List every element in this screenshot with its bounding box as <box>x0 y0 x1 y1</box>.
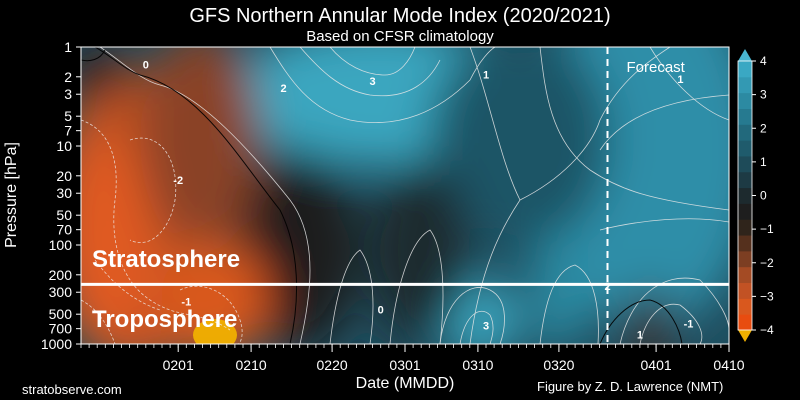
colorbar-tick-label: 0 <box>760 189 767 203</box>
y-tick-label: 70 <box>56 222 72 238</box>
colorbar-tick-label: 2 <box>760 121 767 135</box>
contour-label: 3 <box>370 76 376 88</box>
y-tick-label: 3 <box>64 86 72 102</box>
y-tick-label: 50 <box>56 207 72 223</box>
colorbar-min-extend <box>738 330 752 342</box>
contour-label: 2 <box>280 83 286 95</box>
troposphere-label: Troposphere <box>92 306 237 333</box>
y-axis-label: Pressure [hPa] <box>3 142 20 248</box>
x-axis: 0201 0210 0220 0301 0310 0320 0401 0410 <box>80 344 745 373</box>
colorbar-tick-label: −3 <box>760 289 774 303</box>
x-tick-label: 0401 <box>641 357 672 373</box>
zero-contours <box>81 47 683 344</box>
colorbar-segment <box>738 219 752 236</box>
y-tick-label: 7 <box>64 123 72 139</box>
colorbar-tick-label: −1 <box>760 222 774 236</box>
colorbar-segment <box>738 155 752 173</box>
colorbar-segment <box>738 76 752 94</box>
colorbar-segment <box>738 314 752 331</box>
colorbar-segment <box>738 298 752 315</box>
contour-label: 1 <box>677 74 683 86</box>
colorbar-segment <box>738 171 752 189</box>
x-tick-label: 0301 <box>389 357 420 373</box>
negative-contours <box>81 119 243 344</box>
colorbar-tick-label: 4 <box>760 54 767 68</box>
x-tick-label: 0220 <box>317 357 348 373</box>
forecast-label: Forecast <box>627 59 686 76</box>
colorbar-tick-label: 3 <box>760 88 767 102</box>
footer-credit: Figure by Z. D. Lawrence (NMT) <box>537 379 723 394</box>
colorbar-segment <box>738 124 752 141</box>
colorbar-segment <box>738 140 752 157</box>
colorbar-segment <box>738 282 752 299</box>
y-tick-label: 30 <box>56 185 72 201</box>
y-tick-label: 20 <box>56 168 72 184</box>
x-tick-label: 0210 <box>236 357 267 373</box>
y-tick-label: 300 <box>49 284 73 300</box>
stratosphere-label: Stratosphere <box>92 246 240 273</box>
y-tick-label: 10 <box>56 138 72 154</box>
contour-label: -1 <box>181 296 191 308</box>
y-tick-label: 100 <box>49 237 73 253</box>
y-tick-label: 500 <box>49 306 73 322</box>
y-tick-label: 5 <box>64 108 72 124</box>
colorbar-segment <box>738 203 752 220</box>
x-tick-label: 0410 <box>713 357 744 373</box>
colorbar-segment <box>738 250 752 268</box>
x-tick-label: 0201 <box>163 357 194 373</box>
colorbar-tick-label: −2 <box>760 256 774 270</box>
y-tick-label: 2 <box>64 69 72 85</box>
x-axis-label: Date (MMDD) <box>356 375 455 392</box>
contour-label: 0 <box>143 59 149 71</box>
y-tick-label: 200 <box>49 267 73 283</box>
contour-label: 1 <box>483 70 489 82</box>
chart-title: GFS Northern Annular Mode Index (2020/20… <box>189 5 610 27</box>
contour-label: -2 <box>173 175 183 187</box>
colorbar-segment <box>738 92 752 109</box>
colorbar-tick-label: −4 <box>760 323 774 337</box>
x-tick-label: 0320 <box>543 357 574 373</box>
colorbar: 4 3 2 1 0 −1 −2 −3 −4 <box>737 49 774 342</box>
chart-subtitle: Based on CFSR climatology <box>306 28 494 45</box>
y-tick-label: 700 <box>49 321 73 337</box>
contour-label: 0 <box>378 305 384 317</box>
x-tick-label: 0310 <box>462 357 493 373</box>
colorbar-segment <box>738 235 752 252</box>
contour-label: 1 <box>637 329 643 341</box>
y-tick-label: 1000 <box>41 336 72 352</box>
contour-label: 3 <box>483 320 489 332</box>
colorbar-segment <box>738 61 752 78</box>
colorbar-segment <box>738 187 752 204</box>
contour-label: -1 <box>684 318 694 330</box>
colorbar-segment <box>738 108 752 125</box>
colorbar-tick-label: 1 <box>760 155 767 169</box>
colorbar-segment <box>738 266 752 284</box>
y-tick-label: 1 <box>64 39 72 55</box>
contour-lines <box>99 47 729 344</box>
footer-source: stratobserve.com <box>22 382 122 397</box>
colorbar-max-extend <box>738 49 752 61</box>
